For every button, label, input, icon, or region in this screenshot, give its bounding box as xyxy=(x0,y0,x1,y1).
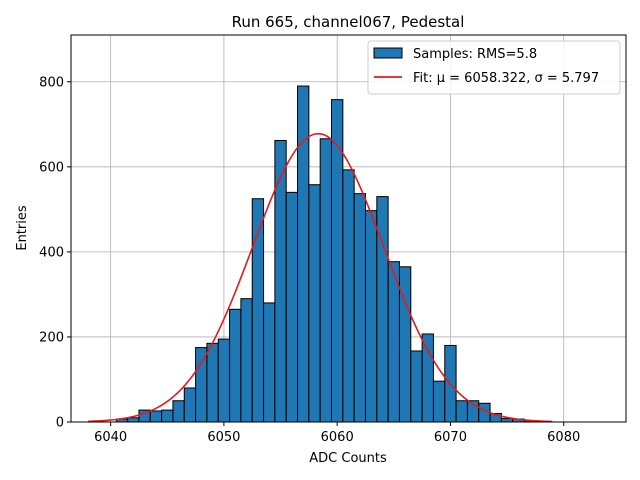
histogram-bar xyxy=(217,338,231,423)
histogram-bar xyxy=(161,409,174,423)
histogram-bar xyxy=(353,193,366,423)
histogram-bar xyxy=(308,184,321,423)
histogram-bar xyxy=(297,85,310,423)
histogram-bar xyxy=(240,298,253,423)
x-tick-label: 6070 xyxy=(434,430,467,445)
histogram-bar xyxy=(432,380,446,423)
histogram-bar xyxy=(149,410,163,423)
y-tick-label: 0 xyxy=(56,416,64,431)
histogram-bar xyxy=(172,400,185,423)
histogram-bar xyxy=(263,302,276,423)
y-tick-label: 200 xyxy=(39,330,64,345)
histogram-bar xyxy=(127,417,140,423)
y-tick-label: 400 xyxy=(39,245,64,260)
legend-samples-patch xyxy=(373,47,403,59)
legend-fit-label: Fit: μ = 6058.322, σ = 5.797 xyxy=(413,71,599,86)
legend: Samples: RMS=5.8 Fit: μ = 6058.322, σ = … xyxy=(367,40,621,95)
histogram-bar xyxy=(342,169,355,423)
y-tick-label: 800 xyxy=(39,75,64,90)
histogram-bar xyxy=(229,308,242,423)
x-tick-label: 6060 xyxy=(321,430,354,445)
x-tick-label: 6080 xyxy=(547,430,580,445)
histogram-bar xyxy=(376,196,389,423)
histogram-bar xyxy=(319,138,333,423)
x-tick-label: 6040 xyxy=(94,430,127,445)
histogram-bar xyxy=(331,99,344,423)
chart-title: Run 665, channel067, Pedestal xyxy=(232,13,465,31)
histogram-bars xyxy=(115,85,536,423)
y-axis-ticks: 0 200 400 600 800 xyxy=(39,75,71,431)
x-axis-ticks: 6040 6050 6060 6070 6080 xyxy=(94,422,580,445)
histogram-bar xyxy=(455,400,468,423)
histogram-bar xyxy=(398,266,412,423)
histogram-bar xyxy=(421,333,434,423)
histogram-bar xyxy=(410,350,423,423)
histogram-bar xyxy=(195,347,208,423)
x-axis-label: ADC Counts xyxy=(309,451,387,466)
histogram-bar xyxy=(183,387,197,423)
plot-frame xyxy=(70,34,627,423)
gaussian-fit-curve xyxy=(87,132,553,423)
histogram-bar xyxy=(274,139,287,423)
histogram-bar xyxy=(206,342,219,423)
x-tick-label: 6050 xyxy=(207,430,240,445)
legend-samples-label: Samples: RMS=5.8 xyxy=(413,47,537,62)
histogram-bar xyxy=(285,191,299,423)
legend-box xyxy=(367,40,621,95)
y-tick-label: 600 xyxy=(39,160,64,175)
histogram-bar xyxy=(500,418,514,423)
histogram-bar xyxy=(364,210,378,423)
y-axis-label: Entries xyxy=(15,205,30,251)
